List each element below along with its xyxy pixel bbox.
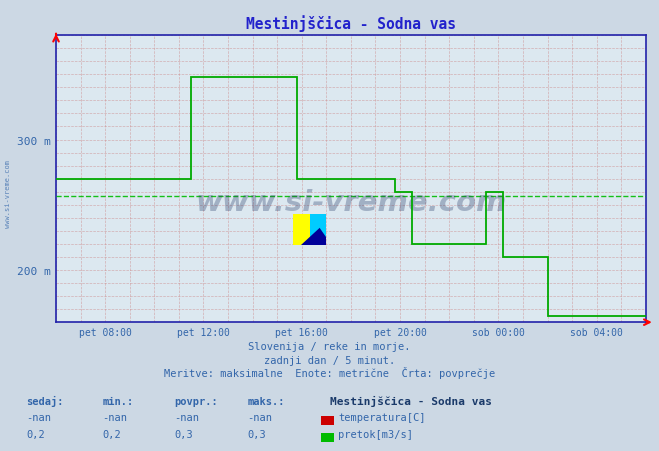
Text: -nan: -nan (247, 412, 272, 422)
Text: 0,3: 0,3 (247, 429, 266, 439)
Text: min.:: min.: (102, 396, 133, 405)
Title: Mestinjščica - Sodna vas: Mestinjščica - Sodna vas (246, 15, 456, 32)
Text: 0,3: 0,3 (175, 429, 193, 439)
Bar (293, 214, 310, 246)
Text: -nan: -nan (175, 412, 200, 422)
Text: Mestinjščica - Sodna vas: Mestinjščica - Sodna vas (330, 395, 492, 405)
Text: povpr.:: povpr.: (175, 396, 218, 405)
Text: -nan: -nan (102, 412, 127, 422)
Text: 0,2: 0,2 (26, 429, 45, 439)
Polygon shape (302, 222, 326, 246)
Text: 0,2: 0,2 (102, 429, 121, 439)
Text: sedaj:: sedaj: (26, 395, 64, 405)
Text: www.si-vreme.com: www.si-vreme.com (195, 188, 507, 216)
Text: zadnji dan / 5 minut.: zadnji dan / 5 minut. (264, 355, 395, 365)
Text: www.si-vreme.com: www.si-vreme.com (5, 160, 11, 228)
Bar (310, 214, 326, 246)
Text: -nan: -nan (26, 412, 51, 422)
Polygon shape (310, 214, 326, 238)
Text: Slovenija / reke in morje.: Slovenija / reke in morje. (248, 341, 411, 351)
Text: Meritve: maksimalne  Enote: metrične  Črta: povprečje: Meritve: maksimalne Enote: metrične Črta… (164, 367, 495, 378)
Text: maks.:: maks.: (247, 396, 285, 405)
Text: temperatura[C]: temperatura[C] (338, 412, 426, 422)
Text: pretok[m3/s]: pretok[m3/s] (338, 429, 413, 439)
